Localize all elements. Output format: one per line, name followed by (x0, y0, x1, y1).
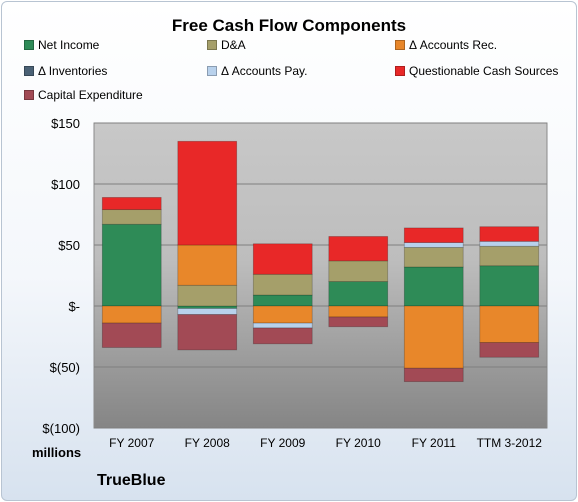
legend-swatch (395, 40, 405, 50)
bar-segment-accounts-rec (403, 305, 464, 369)
bar-segment-accounts-pay (479, 240, 540, 247)
bar-segment-questionable-cash-sources (252, 243, 313, 275)
bar-segment-net-income (403, 266, 464, 307)
bar-segment-questionable-cash-sources (403, 227, 464, 243)
legend-label: Δ Accounts Pay. (221, 64, 308, 78)
legend-swatch (24, 90, 34, 100)
legend-swatch (207, 40, 217, 50)
legend-label: D&A (221, 38, 246, 52)
x-tick-label: FY 2008 (185, 436, 230, 450)
legend-label: Net Income (38, 38, 100, 52)
legend-item-capital-expenditure: Capital Expenditure (24, 88, 143, 102)
legend-swatch (395, 66, 405, 76)
legend-item-inventories: Δ Inventories (24, 64, 107, 78)
y-tick-label: $100 (51, 177, 80, 192)
bar-segment-accounts-rec (177, 244, 238, 286)
bar-segment-accounts-pay (403, 242, 464, 248)
bar-segment-accounts-rec (479, 305, 540, 343)
bar-segment-capital-expenditure (479, 342, 540, 358)
x-tick-label: FY 2007 (109, 436, 154, 450)
legend-item-net-income: Net Income (24, 38, 99, 52)
legend-label: Δ Inventories (38, 64, 108, 78)
bar-segment-d-a (328, 260, 389, 282)
bar-segment-net-income (479, 265, 540, 307)
bar-segment-d-a (101, 209, 162, 225)
y-unit-label: millions (32, 445, 82, 460)
x-tick-label: FY 2011 (412, 436, 457, 450)
legend-swatch (24, 66, 34, 76)
legend-item-accounts-rec: Δ Accounts Rec. (395, 38, 497, 52)
bar-segment-questionable-cash-sources (101, 197, 162, 211)
y-tick-label: $(100) (42, 421, 80, 436)
x-tick-label: FY 2010 (336, 436, 381, 450)
x-tick-label: FY 2009 (260, 436, 305, 450)
legend-swatch (24, 40, 34, 50)
bar-segment-capital-expenditure (101, 322, 162, 348)
company-name: TrueBlue (97, 472, 166, 489)
bar-segment-net-income (252, 294, 313, 307)
bar-segment-accounts-pay (252, 322, 313, 329)
bar-segment-net-income (328, 281, 389, 307)
bar-segment-d-a (177, 284, 238, 307)
y-tick-label: $50 (58, 238, 80, 253)
bar-segment-capital-expenditure (403, 367, 464, 383)
legend-item-accounts-pay: Δ Accounts Pay. (207, 64, 308, 78)
legend-label: Capital Expenditure (38, 88, 143, 102)
bar-segment-d-a (403, 247, 464, 268)
bar-segment-questionable-cash-sources (328, 236, 389, 262)
legend-label: Questionable Cash Sources (409, 64, 559, 78)
plot-area (93, 122, 548, 429)
bar-segment-d-a (479, 245, 540, 267)
bar-segment-accounts-pay (177, 308, 238, 315)
legend-swatch (207, 66, 217, 76)
bar-segment-d-a (252, 273, 313, 296)
chart-title: Free Cash Flow Components (171, 16, 407, 35)
y-tick-label: $- (68, 299, 80, 314)
bar-segment-questionable-cash-sources (479, 226, 540, 242)
bar-segment-questionable-cash-sources (177, 140, 238, 246)
bar-segment-capital-expenditure (328, 316, 389, 328)
bar-segment-net-income (101, 223, 162, 307)
legend-item-questionable-cash-sources: Questionable Cash Sources (395, 64, 558, 78)
x-tick-label: TTM 3-2012 (477, 436, 543, 450)
bar-segment-capital-expenditure (177, 314, 238, 351)
bar-segment-capital-expenditure (252, 327, 313, 345)
y-tick-label: $150 (51, 116, 80, 131)
legend-item-d-a: D&A (207, 38, 246, 52)
bar-segment-accounts-rec (101, 305, 162, 324)
bar-segment-accounts-rec (328, 305, 389, 318)
y-tick-label: $(50) (50, 360, 80, 375)
bar-segment-accounts-rec (252, 305, 313, 324)
legend-label: Δ Accounts Rec. (409, 38, 498, 52)
